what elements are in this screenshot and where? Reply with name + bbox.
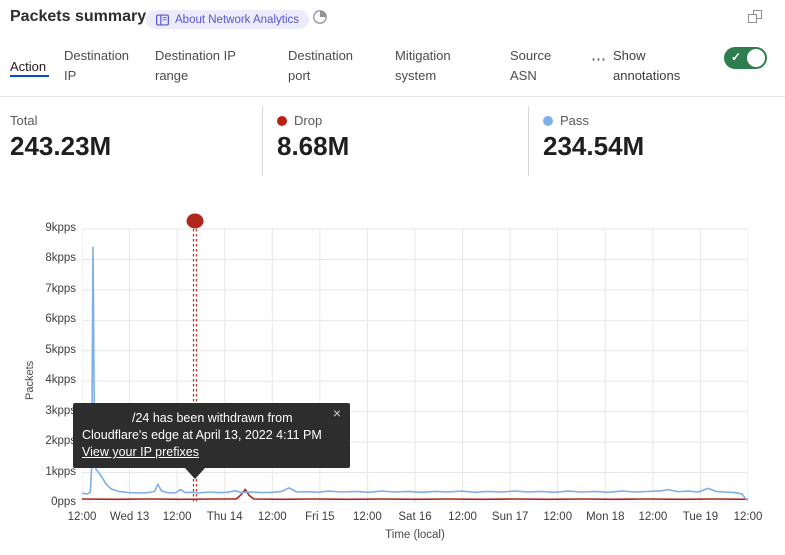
x-tick-label: 12:00	[353, 511, 382, 523]
tooltip-line-1: /24 has been withdrawn from	[132, 411, 293, 425]
y-tick-label: 1kpps	[45, 465, 76, 478]
y-tick-label: 8kpps	[45, 252, 76, 265]
y-tick-label: 0pps	[51, 496, 76, 508]
x-tick-label: 12:00	[638, 511, 668, 523]
popout-front-square	[748, 14, 757, 23]
x-axis-tick-labels: 12:00 Wed 13 12:00 Thu 14 12:00 Fri 15 12:00 Sa…	[68, 511, 763, 527]
tab-action[interactable]: Action	[10, 59, 47, 74]
more-tabs-icon[interactable]: ⋯	[591, 51, 607, 68]
x-tick-label: 12:00	[448, 511, 477, 523]
x-tick-label: 12:00	[543, 511, 573, 523]
time-window-icon[interactable]	[312, 9, 328, 25]
tooltip-caret	[185, 468, 205, 479]
stat-divider	[262, 106, 263, 176]
y-tick-label: 4kpps	[45, 374, 76, 387]
tab-destination-ip-range[interactable]: Destination IP range	[155, 48, 236, 83]
stat-pass-label: Pass	[560, 113, 589, 128]
y-tick-label: 2kpps	[45, 435, 76, 448]
stat-total-value: 243.23M	[10, 131, 112, 161]
view-ip-prefixes-link[interactable]: View your IP prefixes	[82, 445, 199, 459]
page-title: Packets summary	[10, 8, 147, 25]
stat-divider	[528, 106, 529, 176]
x-axis-title: Time (local)	[385, 529, 445, 541]
stat-pass-value: 234.54M	[543, 131, 645, 161]
tab-destination-ip[interactable]: Destination IP	[64, 48, 130, 83]
pass-legend-dot	[543, 115, 553, 126]
x-tick-label: 12:00	[162, 511, 192, 523]
show-annotations-toggle[interactable]: ✓	[724, 47, 767, 69]
x-tick-label: Fri 15	[305, 511, 335, 523]
toggle-knob	[747, 49, 765, 67]
x-tick-label: Tue 19	[682, 511, 719, 523]
stat-drop-label: Drop	[294, 113, 323, 128]
about-network-analytics-badge[interactable]: About Network Analytics	[146, 10, 310, 29]
tab-source-asn[interactable]: Source ASN	[510, 48, 552, 83]
stat-drop-value: 8.68M	[277, 131, 350, 161]
y-tick-label: 5kpps	[45, 343, 76, 356]
x-tick-label: 12:00	[733, 511, 763, 523]
annotation-tooltip: × /24 has been withdrawn from Cloudflare…	[73, 403, 350, 479]
badge-label: About Network Analytics	[175, 13, 300, 26]
tab-mitigation-system[interactable]: Mitigation system	[395, 48, 451, 83]
x-tick-label: Sat 16	[398, 511, 432, 523]
tooltip-line-2: Cloudflare's edge at April 13, 2022 4:11…	[82, 428, 322, 442]
close-icon[interactable]: ×	[332, 405, 341, 421]
drop-legend-dot	[277, 115, 287, 126]
series-line-pass	[82, 246, 748, 501]
x-tick-label: Mon 18	[586, 511, 625, 523]
y-tick-label: 9kpps	[45, 222, 76, 234]
book-icon	[156, 13, 169, 26]
x-tick-label: Thu 14	[206, 511, 243, 523]
checkmark-icon: ✓	[731, 50, 742, 64]
x-tick-label: Wed 13	[109, 511, 150, 523]
stat-total-label: Total	[10, 113, 38, 128]
annotation-marker-dot[interactable]	[186, 213, 204, 229]
popout-icon[interactable]	[748, 10, 764, 25]
y-tick-label: 6kpps	[45, 313, 76, 326]
y-axis-tick-labels: 9kpps 8kpps 7kpps 6kpps 5kpps 4kpps 3kpps 2kpps…	[18, 0, 76, 555]
show-annotations-label: Show annotations	[613, 48, 681, 83]
tab-destination-port[interactable]: Destination port	[288, 48, 354, 83]
tabs-divider	[0, 96, 785, 97]
y-tick-label: 7kpps	[45, 282, 76, 295]
active-tab-underline	[10, 75, 49, 77]
x-tick-label: 12:00	[257, 511, 287, 523]
series-line-drop	[82, 488, 748, 501]
y-tick-label: 3kpps	[45, 404, 76, 417]
x-tick-label: 12:00	[67, 511, 97, 523]
x-tick-label: Sun 17	[491, 511, 529, 523]
